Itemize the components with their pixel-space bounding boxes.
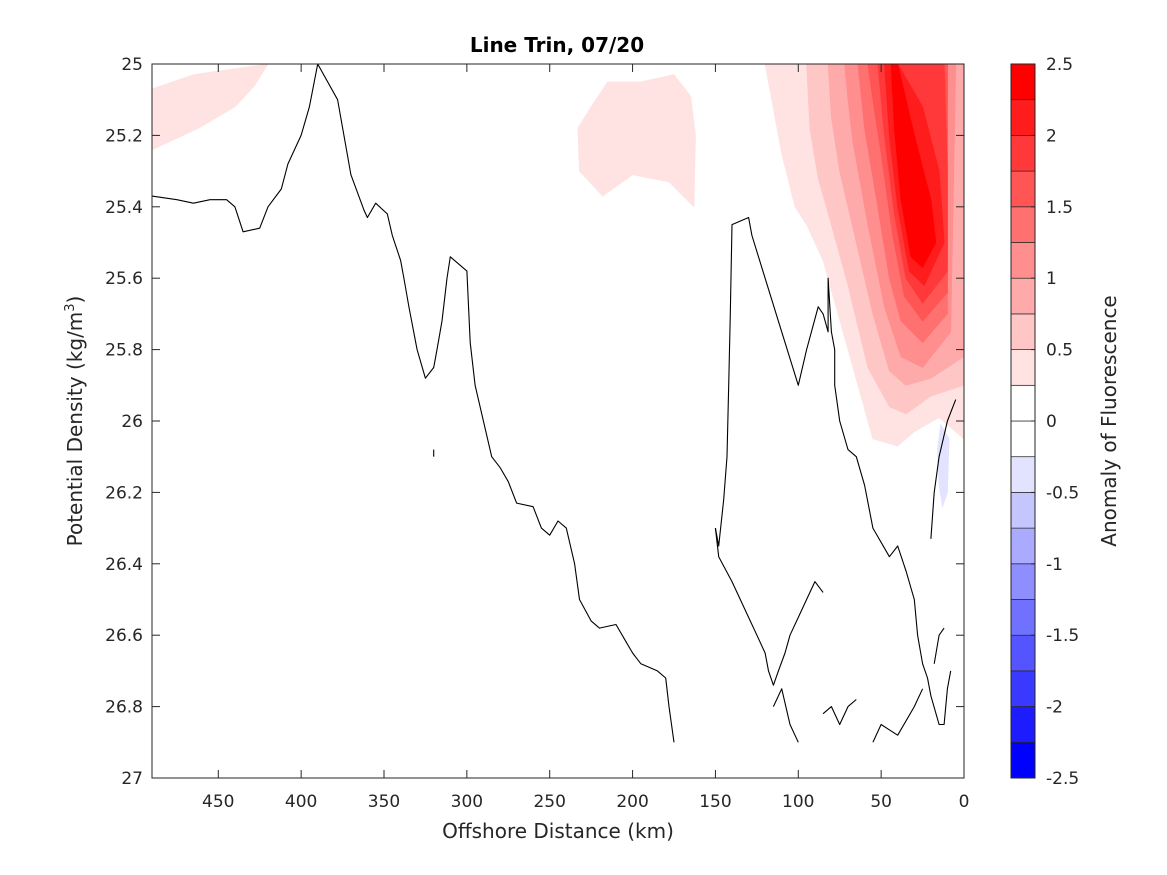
x-tick-label: 0 [959, 792, 970, 812]
y-axis-label: Potential Density (kg/m3) [63, 296, 87, 547]
colorbar-swatch [1010, 563, 1036, 600]
colorbar-tick-label: 1 [1046, 269, 1057, 289]
y-tick-label: 26.8 [105, 698, 143, 718]
colorbar-swatch [1010, 277, 1036, 315]
y-axis-label-main: Potential Density (kg/m [63, 312, 87, 547]
y-tick-label: 26.6 [105, 626, 143, 646]
x-tick-label: 250 [533, 792, 565, 812]
colorbar-swatch [1010, 527, 1036, 565]
contour-line-0 [151, 63, 675, 743]
colorbar-tick-label: 2 [1046, 126, 1057, 146]
zero-contours [151, 63, 957, 743]
y-tick-label: 25.4 [105, 198, 143, 218]
x-tick-label: 100 [782, 792, 814, 812]
x-tick-label: 350 [368, 792, 400, 812]
colorbar-tick-label: 2.5 [1046, 55, 1073, 75]
x-tick-label: 50 [870, 792, 892, 812]
contour-line-4 [772, 688, 799, 743]
colorbar-swatch [1010, 206, 1036, 243]
colorbar-swatch [1010, 313, 1036, 350]
x-tick-label: 400 [285, 792, 317, 812]
colorbar-swatch [1010, 99, 1036, 136]
x-axis: 450 400 350 300 250 200 150 100 50 0 [202, 64, 969, 812]
colorbar-swatch [1010, 135, 1036, 172]
colorbar-swatch [1010, 634, 1036, 672]
colorbar-swatch [1010, 706, 1036, 743]
colorbar-tick-label: 0 [1046, 412, 1057, 432]
x-tick-label: 150 [699, 792, 731, 812]
y-tick-label: 25.6 [105, 269, 143, 289]
colorbar-label: Anomaly of Fluorescence [1097, 295, 1121, 546]
y-tick-label: 25.2 [105, 126, 143, 146]
colorbar-swatch [1010, 349, 1036, 386]
y-tick-label: 27 [121, 769, 143, 789]
colorbar-tick-label: 1.5 [1046, 198, 1073, 218]
x-tick-label: 200 [616, 792, 648, 812]
colorbar [1010, 63, 1036, 779]
x-tick-label: 450 [202, 792, 234, 812]
y-tick-label: 25.8 [105, 341, 143, 361]
contour-line-5 [822, 699, 857, 726]
colorbar-swatch [1010, 456, 1036, 493]
colorbar-tick-label: -2.5 [1046, 769, 1079, 789]
colorbar-swatch [1010, 170, 1036, 208]
y-tick-label: 25 [121, 55, 143, 75]
y-tick-label: 26.2 [105, 483, 143, 503]
y-axis-label-end: ) [63, 296, 87, 304]
colorbar-swatch [1010, 63, 1036, 101]
contour-line-7 [930, 399, 957, 539]
y-axis: 25 25.2 25.4 25.6 25.8 26 26.2 26.4 26.6 26.8 27 [105, 55, 964, 789]
colorbar-swatch [1010, 741, 1036, 779]
colorbar-swatch [1010, 242, 1036, 279]
contour-line-8 [933, 627, 945, 664]
x-axis-label: Offshore Distance (km) [442, 819, 674, 843]
y-tick-label: 26 [121, 412, 143, 432]
contour-line-2 [714, 216, 952, 726]
colorbar-swatch [1010, 670, 1036, 707]
colorbar-tick-label: -1 [1046, 555, 1063, 575]
contour-fill-0 [151, 63, 269, 151]
contour-line-3 [714, 528, 824, 686]
x-tick-label: 300 [451, 792, 483, 812]
colorbar-swatch [1010, 384, 1036, 422]
colorbar-ticks: 2.5 2 1.5 1 0.5 0 -0.5 -1 -1.5 -2 -2.5 [1031, 55, 1079, 789]
colorbar-tick-label: -1.5 [1046, 626, 1079, 646]
colorbar-tick-label: -0.5 [1046, 483, 1079, 503]
contour-fill-1 [577, 74, 696, 208]
colorbar-tick-label: -2 [1046, 698, 1063, 718]
contour-line-6 [872, 688, 924, 743]
y-axis-label-superscript: 3 [63, 303, 78, 311]
colorbar-swatch [1010, 492, 1036, 529]
colorbar-swatch [1010, 420, 1036, 458]
contour-fill-10 [890, 63, 937, 268]
y-tick-label: 26.4 [105, 555, 143, 575]
colorbar-tick-label: 0.5 [1046, 341, 1073, 361]
filled-contours [151, 63, 965, 508]
colorbar-swatch [1010, 599, 1036, 636]
chart-title: Line Trin, 07/20 [470, 33, 644, 57]
contour-fill-11 [937, 424, 950, 508]
